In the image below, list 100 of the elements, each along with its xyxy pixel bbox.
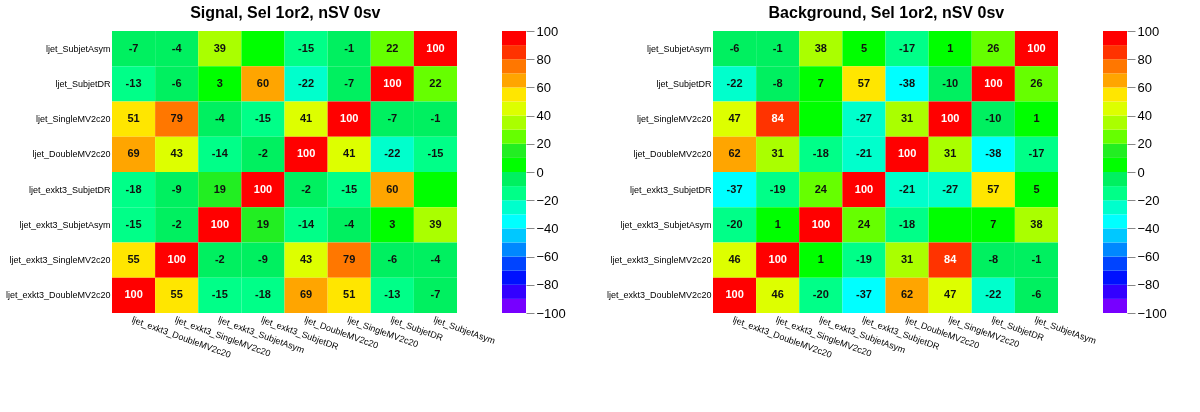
color-bar-label: 0 — [1137, 164, 1145, 180]
data-label: 100 — [725, 288, 744, 301]
data-label: 1 — [1033, 112, 1040, 125]
data-label: 1 — [774, 217, 781, 230]
y-tick-label: ljet_DoubleMV2c20 — [633, 149, 712, 160]
data-label: 100 — [124, 288, 143, 301]
data-label: -7 — [430, 288, 441, 301]
data-label: -22 — [298, 76, 315, 89]
data-label: -20 — [726, 217, 743, 230]
data-label: 22 — [386, 41, 399, 54]
data-label: 3 — [389, 217, 396, 230]
data-label: 7 — [990, 217, 997, 230]
color-bar-label: −80 — [536, 277, 559, 293]
data-label: 100 — [296, 147, 316, 160]
data-label: 100 — [253, 182, 273, 195]
data-label: 55 — [170, 288, 183, 301]
data-label: -2 — [301, 182, 311, 195]
data-label: -4 — [214, 112, 226, 125]
data-label: 38 — [814, 41, 827, 54]
data-label: -2 — [171, 217, 182, 230]
data-label: 43 — [170, 147, 183, 160]
data-label: -27 — [942, 182, 959, 195]
color-bar-label: −100 — [1137, 305, 1167, 321]
data-label: 60 — [256, 76, 270, 89]
y-tick-label: ljet_exkt3_SubjetAsym — [620, 219, 712, 230]
data-label: -9 — [171, 182, 182, 195]
data-label: 62 — [900, 288, 914, 301]
chart-title: Background, Sel 1or2, nSV 0sv — [768, 4, 1005, 21]
data-label: -6 — [729, 41, 740, 54]
data-label: 46 — [771, 288, 784, 301]
data-label: -15 — [254, 112, 271, 125]
data-label: 3 — [216, 76, 223, 89]
data-label: 46 — [728, 253, 741, 266]
y-tick-label: ljet_exkt3_DoubleMV2c20 — [606, 290, 712, 301]
data-label: 31 — [900, 112, 914, 125]
data-label: -18 — [254, 288, 271, 301]
data-label: 43 — [299, 253, 313, 266]
data-label: -15 — [298, 41, 315, 54]
data-label: -20 — [812, 288, 829, 301]
y-tick-label: ljet_SubjetAsym — [646, 43, 712, 54]
data-label: 100 — [984, 76, 1003, 89]
color-bar-label: 80 — [536, 51, 551, 67]
data-label: -8 — [988, 253, 999, 266]
data-label: -18 — [125, 182, 142, 195]
y-tick-label: ljet_exkt3_SubjetDR — [28, 184, 111, 195]
data-label: -13 — [384, 288, 401, 301]
data-label: -37 — [726, 182, 743, 195]
color-bar-label: −60 — [536, 249, 559, 265]
data-label: -7 — [387, 112, 398, 125]
data-label: -7 — [344, 76, 355, 89]
data-label: -1 — [344, 41, 355, 54]
data-label: -6 — [1031, 288, 1042, 301]
data-label: -8 — [772, 76, 783, 89]
y-tick-label: ljet_exkt3_SingleMV2c20 — [9, 255, 111, 266]
data-label: -6 — [387, 253, 398, 266]
data-label: -10 — [942, 76, 959, 89]
data-label: 19 — [213, 182, 226, 195]
data-label: -4 — [171, 41, 183, 54]
data-label: 5 — [1033, 182, 1040, 195]
color-bar-label: 100 — [536, 23, 559, 39]
data-label: 100 — [941, 112, 960, 125]
data-label: 100 — [811, 217, 830, 230]
data-label: 41 — [299, 112, 313, 125]
y-tick-label: ljet_SubjetAsym — [45, 43, 111, 54]
data-label: -15 — [427, 147, 444, 160]
data-label: 1 — [817, 253, 824, 266]
data-label: -38 — [899, 76, 916, 89]
data-label: -17 — [1028, 147, 1045, 160]
data-label: -15 — [341, 182, 358, 195]
data-label: 79 — [170, 112, 183, 125]
data-label: 84 — [944, 253, 958, 266]
data-label: -37 — [855, 288, 872, 301]
data-label: -14 — [298, 217, 315, 230]
data-label: 51 — [343, 288, 356, 301]
data-label: 7 — [817, 76, 824, 89]
data-label: 5 — [860, 41, 867, 54]
data-label: -15 — [125, 217, 142, 230]
data-label: 100 — [383, 76, 402, 89]
y-tick-label: ljet_exkt3_SubjetDR — [629, 184, 712, 195]
y-tick-label: ljet_DoubleMV2c20 — [32, 149, 111, 160]
data-label: 100 — [854, 182, 874, 195]
data-label: 24 — [814, 182, 828, 195]
data-label: 100 — [1027, 41, 1046, 54]
data-label: 26 — [1030, 76, 1043, 89]
chart-title: Signal, Sel 1or2, nSV 0sv — [190, 4, 381, 21]
y-tick-label: ljet_exkt3_SingleMV2c20 — [610, 255, 712, 266]
data-label: 24 — [857, 217, 871, 230]
data-label: -10 — [985, 112, 1002, 125]
data-label: 100 — [897, 147, 917, 160]
data-label: -7 — [128, 41, 139, 54]
data-label: -22 — [985, 288, 1002, 301]
data-label: -2 — [258, 147, 268, 160]
y-tick-label: ljet_exkt3_DoubleMV2c20 — [5, 290, 111, 301]
color-bar-label: 100 — [1137, 23, 1160, 39]
color-bar-label: 20 — [1137, 136, 1152, 152]
data-label: 69 — [127, 147, 140, 160]
data-label: -2 — [214, 253, 225, 266]
data-label: -6 — [171, 76, 182, 89]
y-tick-label: ljet_SingleMV2c20 — [35, 114, 111, 125]
data-label: -18 — [899, 217, 916, 230]
